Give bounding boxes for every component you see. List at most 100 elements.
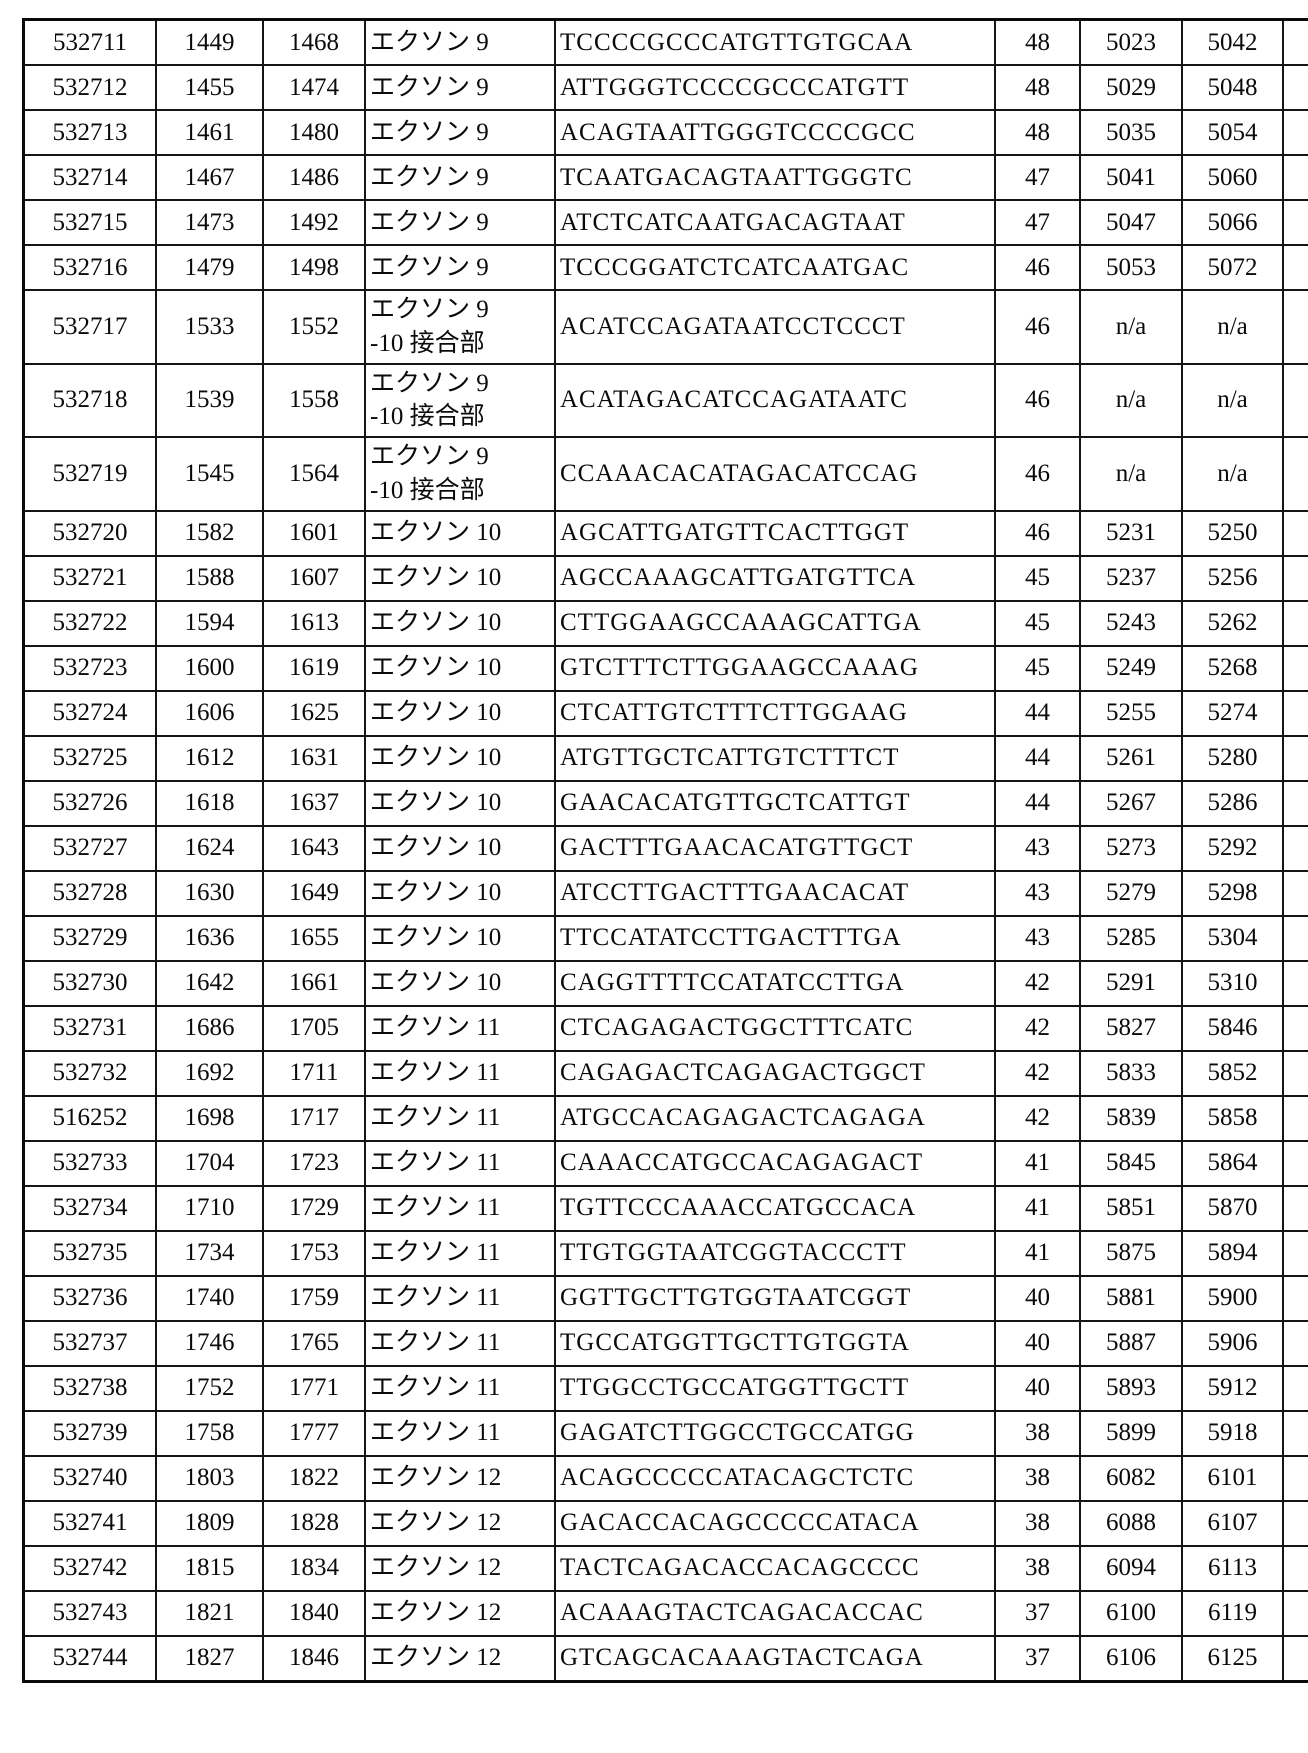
cell-sequence: GACACCACAGCCCCCATACA (554, 1499, 996, 1547)
cell-start-pos: 1815 (155, 1544, 264, 1592)
table-row: 532720 1582 1601 エクソン 10 AGCATTGATGTTCAC… (22, 509, 1308, 557)
cell-region: エクソン 11 (364, 1274, 556, 1322)
cell-target-end: 5900 (1181, 1274, 1284, 1322)
cell-value: 44 (994, 734, 1081, 782)
cell-start-pos: 1636 (155, 914, 264, 962)
cell-region: エクソン 12 (364, 1454, 556, 1502)
cell-seq-id-no: 127 (1282, 914, 1308, 962)
cell-end-pos: 1840 (262, 1589, 366, 1637)
cell-target-end: 6119 (1181, 1589, 1284, 1637)
cell-sequence: TCCCCGCCCATGTTGTGCAA (554, 18, 996, 66)
cell-end-pos: 1619 (262, 644, 366, 692)
cell-start-pos: 1692 (155, 1049, 264, 1097)
cell-value: 40 (994, 1364, 1081, 1412)
cell-target-end: 5846 (1181, 1004, 1284, 1052)
cell-target-start: 5255 (1079, 689, 1183, 737)
cell-target-start: 5285 (1079, 914, 1183, 962)
cell-value: 46 (994, 362, 1081, 438)
cell-sequence: TCAATGACAGTAATTGGGTC (554, 154, 996, 201)
cell-target-start: 6088 (1079, 1499, 1183, 1547)
cell-region: エクソン 9 (364, 109, 556, 156)
cell-value: 41 (994, 1184, 1081, 1232)
cell-start-pos: 1758 (155, 1409, 264, 1457)
cell-target-start: 5237 (1079, 554, 1183, 602)
cell-target-start: 5893 (1079, 1364, 1183, 1412)
cell-target-end: 5864 (1181, 1139, 1284, 1187)
cell-sequence: ATGTTGCTCATTGTCTTTCT (554, 734, 996, 782)
cell-end-pos: 1492 (262, 199, 366, 246)
cell-seq-id-no: 130 (1282, 1049, 1308, 1097)
table-row: 532716 1479 1498 エクソン 9 TCCCGGATCTCATCAA… (22, 244, 1308, 291)
cell-sequence: ACAGTAATTGGGTCCCCGCC (554, 109, 996, 156)
table-row: 532730 1642 1661 エクソン 10 CAGGTTTTCCATATC… (22, 959, 1308, 1007)
cell-probe-id: 532740 (22, 1454, 157, 1502)
table-row: 532728 1630 1649 エクソン 10 ATCCTTGACTTTGAA… (22, 869, 1308, 917)
cell-end-pos: 1753 (262, 1229, 366, 1277)
table-row: 532734 1710 1729 エクソン 11 TGTTCCCAAACCATG… (22, 1184, 1308, 1232)
cell-seq-id-no: 131 (1282, 1094, 1308, 1142)
cell-region: エクソン 9 (364, 244, 556, 291)
cell-region: エクソン 10 (364, 689, 556, 737)
cell-region: エクソン 11 (364, 1364, 556, 1412)
cell-probe-id: 532738 (22, 1364, 157, 1412)
cell-probe-id: 532723 (22, 644, 157, 692)
cell-probe-id: 532737 (22, 1319, 157, 1367)
table-row: 532712 1455 1474 エクソン 9 ATTGGGTCCCCGCCCA… (22, 64, 1308, 111)
cell-seq-id-no: 126 (1282, 869, 1308, 917)
cell-start-pos: 1582 (155, 509, 264, 557)
table-row: 532732 1692 1711 エクソン 11 CAGAGACTCAGAGAC… (22, 1049, 1308, 1097)
cell-probe-id: 532734 (22, 1184, 157, 1232)
cell-end-pos: 1649 (262, 869, 366, 917)
table-row: 532725 1612 1631 エクソン 10 ATGTTGCTCATTGTC… (22, 734, 1308, 782)
cell-start-pos: 1449 (155, 18, 264, 66)
cell-sequence: AGCATTGATGTTCACTTGGT (554, 509, 996, 557)
cell-target-start: 5887 (1079, 1319, 1183, 1367)
cell-seq-id-no: 116 (1282, 362, 1308, 438)
cell-seq-id-no: 132 (1282, 1139, 1308, 1187)
cell-end-pos: 1468 (262, 18, 366, 66)
oligo-sequence-table: 532711 1449 1468 エクソン 9 TCCCCGCCCATGTTGT… (22, 18, 1308, 1683)
cell-target-start: 5279 (1079, 869, 1183, 917)
cell-start-pos: 1479 (155, 244, 264, 291)
table-row: 532714 1467 1486 エクソン 9 TCAATGACAGTAATTG… (22, 154, 1308, 201)
cell-target-end: 5852 (1181, 1049, 1284, 1097)
cell-end-pos: 1822 (262, 1454, 366, 1502)
cell-seq-id-no: 109 (1282, 18, 1308, 66)
cell-value: 42 (994, 959, 1081, 1007)
cell-start-pos: 1588 (155, 554, 264, 602)
cell-value: 37 (994, 1634, 1081, 1682)
cell-target-end: 5066 (1181, 199, 1284, 246)
cell-target-start: 5273 (1079, 824, 1183, 872)
cell-value: 42 (994, 1004, 1081, 1052)
table-row: 532722 1594 1613 エクソン 10 CTTGGAAGCCAAAGC… (22, 599, 1308, 647)
cell-target-end: 5310 (1181, 959, 1284, 1007)
cell-region: エクソン 11 (364, 1094, 556, 1142)
cell-region: エクソン 11 (364, 1004, 556, 1052)
cell-value: 46 (994, 289, 1081, 365)
cell-sequence: CTTGGAAGCCAAAGCATTGA (554, 599, 996, 647)
table-row: 532733 1704 1723 エクソン 11 CAAACCATGCCACAG… (22, 1139, 1308, 1187)
table-row: 532739 1758 1777 エクソン 11 GAGATCTTGGCCTGC… (22, 1409, 1308, 1457)
cell-seq-id-no: 118 (1282, 509, 1308, 557)
cell-value: 45 (994, 599, 1081, 647)
cell-target-end: 5286 (1181, 779, 1284, 827)
cell-region: エクソン 9 (364, 18, 556, 66)
cell-seq-id-no: 141 (1282, 1544, 1308, 1592)
cell-seq-id-no: 117 (1282, 436, 1308, 512)
cell-start-pos: 1740 (155, 1274, 264, 1322)
cell-probe-id: 532713 (22, 109, 157, 156)
table-row: 516252 1698 1717 エクソン 11 ATGCCACAGAGACTC… (22, 1094, 1308, 1142)
cell-target-end: 5304 (1181, 914, 1284, 962)
cell-seq-id-no: 112 (1282, 154, 1308, 201)
cell-target-end: n/a (1181, 289, 1284, 365)
cell-target-start: 6082 (1079, 1454, 1183, 1502)
cell-start-pos: 1594 (155, 599, 264, 647)
cell-region: エクソン 10 (364, 734, 556, 782)
table-row: 532721 1588 1607 エクソン 10 AGCCAAAGCATTGAT… (22, 554, 1308, 602)
cell-value: 38 (994, 1454, 1081, 1502)
cell-end-pos: 1564 (262, 436, 366, 512)
cell-sequence: CAGGTTTTCCATATCCTTGA (554, 959, 996, 1007)
cell-seq-id-no: 119 (1282, 554, 1308, 602)
cell-target-start: 5827 (1079, 1004, 1183, 1052)
cell-start-pos: 1606 (155, 689, 264, 737)
